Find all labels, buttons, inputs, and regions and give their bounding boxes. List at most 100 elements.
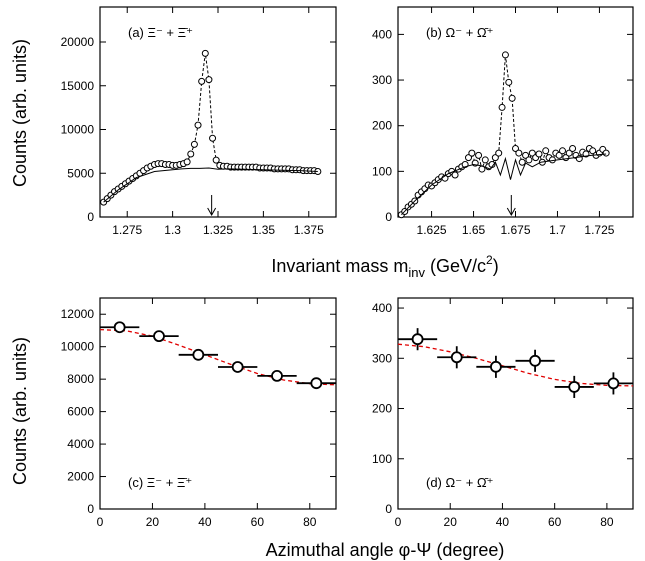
data-point: [465, 154, 472, 162]
x-tick-label: 40: [496, 515, 510, 529]
data-point: [194, 121, 202, 129]
data-point: [525, 156, 533, 164]
data-point: [310, 377, 323, 390]
data-point: [187, 150, 195, 158]
panel-d: 0 20 40 60 80 0 100 200 300 400 (d) Ω⁻ + Ω̄⁺: [372, 297, 634, 529]
x-tick-label: 1.7: [549, 223, 566, 237]
x-tick-label: 1.275: [112, 223, 142, 237]
x-tick-label: 20: [444, 515, 458, 529]
x-tick-label: 1.65: [462, 223, 486, 237]
panel-b-label: (b) Ω⁻ + Ω̄⁺: [426, 25, 493, 40]
y-tick-label: 20000: [61, 35, 95, 49]
background-line: [401, 153, 607, 216]
data-point: [569, 145, 577, 153]
data-point: [231, 361, 244, 373]
data-point: [522, 151, 530, 159]
data-point: [451, 171, 459, 179]
y-tick-label: 400: [372, 27, 392, 41]
data-point: [602, 149, 610, 157]
data-point: [515, 149, 523, 157]
data-point: [490, 360, 502, 373]
data-point: [450, 351, 463, 364]
y-tick-label: 200: [372, 119, 392, 133]
panel-c: 0 20 40 60 80 0 2000 4000 6000 8000 10000 12000 (c) …: [61, 297, 337, 529]
x-tick-label: 80: [600, 515, 614, 529]
data-point: [491, 154, 499, 162]
x-tick-label: 80: [303, 515, 317, 529]
panel-d-label: (d) Ω⁻ + Ω̄⁺: [426, 475, 493, 490]
data-point: [198, 77, 206, 85]
x-tick-label: 60: [251, 515, 265, 529]
x-tick-label: 0: [97, 515, 104, 529]
panel-a-label: (a) Ξ⁻ + Ξ̄⁺: [128, 25, 193, 40]
x-tick-label: 40: [198, 515, 212, 529]
data-point: [271, 370, 283, 382]
x-tick-label: 1.3: [164, 223, 181, 237]
y-tick-label: 400: [372, 301, 392, 315]
bottom-xlabel: Azimuthal angle φ-Ψ (degree): [266, 540, 505, 560]
data-point: [555, 151, 563, 159]
data-point: [183, 158, 191, 166]
x-tick-label: 1.35: [252, 223, 276, 237]
data-point: [512, 145, 519, 153]
bottom-ylabel: Counts (arb. units): [10, 337, 30, 485]
y-tick-label: 12000: [61, 307, 95, 321]
y-tick-label: 5000: [67, 166, 94, 180]
data-point: [475, 151, 483, 159]
plot-frame: [99, 297, 337, 510]
data-point: [568, 381, 581, 393]
y-tick-label: 8000: [67, 372, 94, 386]
fit-curve: [397, 343, 634, 387]
data-point: [535, 150, 543, 158]
panel-a: 1.275 1.3 1.325 1.35 1.375 0 5000 10000 15000 200…: [61, 6, 337, 237]
y-tick-label: 100: [372, 452, 392, 466]
data-point: [508, 94, 516, 102]
y-tick-label: 0: [87, 210, 94, 224]
x-tick-label: 1.325: [203, 223, 233, 237]
y-tick-label: 200: [372, 402, 392, 416]
data-point: [518, 158, 526, 166]
signal-dashed-line: [401, 54, 607, 216]
y-tick-label: 300: [372, 73, 392, 87]
panel-c-label: (c) Ξ⁻ + Ξ̄⁺: [128, 475, 192, 490]
data-point: [153, 330, 165, 343]
data-point: [501, 51, 509, 59]
data-point: [565, 149, 573, 157]
data-point: [495, 149, 503, 157]
data-point: [589, 147, 597, 155]
data-point: [542, 147, 550, 155]
y-tick-label: 100: [372, 164, 392, 178]
panel-b: 1.625 1.65 1.675 1.7 1.725 0 100 200 300 400 (b) Ω…: [372, 6, 634, 237]
data-point: [481, 156, 489, 164]
data-point: [468, 149, 476, 157]
x-tick-label: 20: [146, 515, 160, 529]
plot-frame: [397, 297, 634, 510]
data-point: [528, 149, 536, 157]
data-point: [411, 333, 424, 346]
x-tick-label: 1.625: [417, 223, 447, 237]
data-point: [209, 134, 217, 142]
y-tick-label: 10000: [61, 340, 95, 354]
data-point: [505, 78, 513, 86]
data-point: [529, 354, 541, 367]
top-xlabel: Invariant mass minv (GeV/c2): [271, 253, 498, 280]
y-tick-label: 15000: [61, 79, 95, 93]
data-point: [201, 49, 209, 57]
data-point: [190, 140, 198, 148]
y-tick-label: 0: [385, 210, 392, 224]
data-point: [113, 321, 126, 334]
data-point: [205, 76, 213, 84]
fit-curve: [99, 328, 337, 386]
x-tick-label: 60: [548, 515, 562, 529]
top-ylabel: Counts (arb. units): [10, 39, 30, 187]
y-tick-label: 4000: [67, 437, 94, 451]
x-tick-label: 1.725: [584, 223, 614, 237]
x-tick-label: 1.375: [294, 223, 324, 237]
y-tick-label: 6000: [67, 405, 94, 419]
mass-arrow-head: [506, 207, 516, 217]
y-tick-label: 2000: [67, 470, 94, 484]
data-point: [212, 156, 220, 164]
data-point: [498, 103, 506, 111]
data-point: [192, 348, 205, 361]
